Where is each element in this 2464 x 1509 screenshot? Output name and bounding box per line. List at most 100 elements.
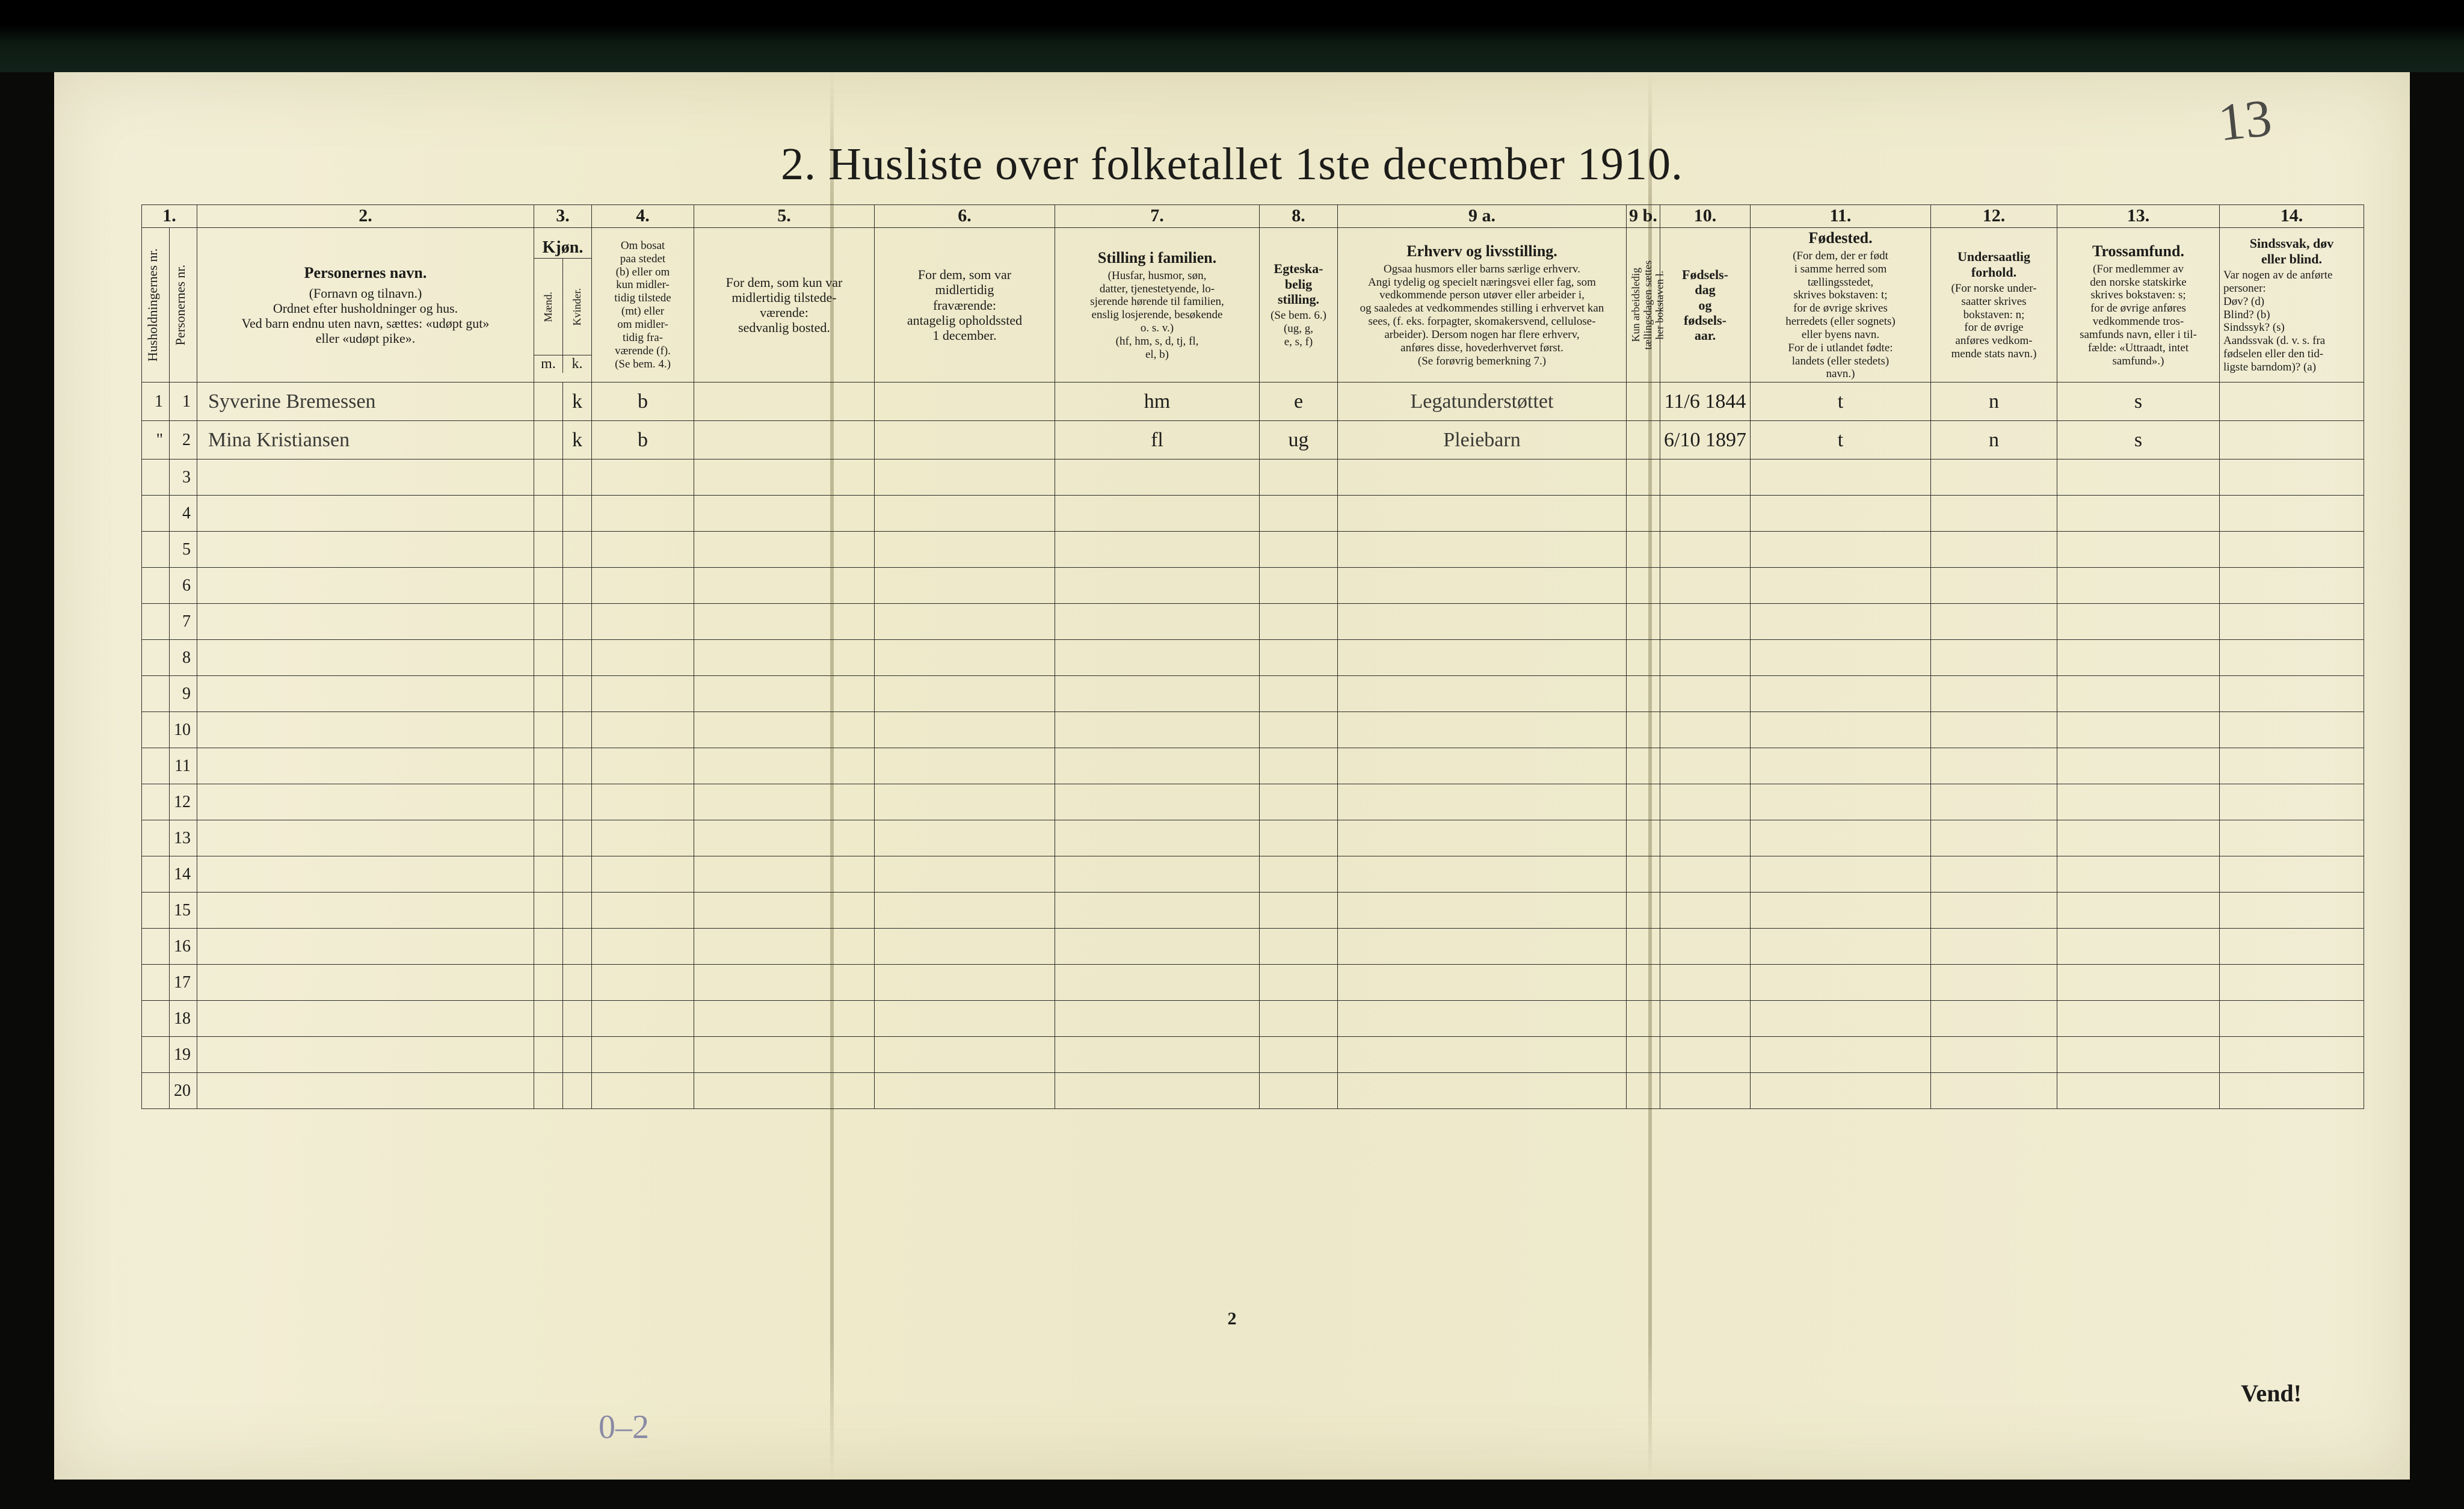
cell-empty [534, 496, 563, 532]
col7-title: Stilling i familien. [1059, 249, 1255, 267]
col3-title: Kjøn. [534, 237, 591, 259]
cell-empty [1751, 748, 1931, 784]
cell-empty [1338, 532, 1627, 568]
col-head-10: Fødsels- dag og fødsels- aar. [1660, 228, 1751, 383]
col-head-1a: Husholdningernes nr. [142, 228, 170, 383]
cell-empty [1751, 856, 1931, 893]
cell-empty [563, 712, 592, 748]
cell-empty [534, 1037, 563, 1073]
cell-empty [1627, 676, 1660, 712]
cell-empty [1660, 496, 1751, 532]
cell-empty [1660, 856, 1751, 893]
cell-empty [1931, 712, 2057, 748]
cell-empty [1055, 1001, 1260, 1037]
cell-pn: 10 [170, 712, 197, 748]
cell-hh [142, 532, 170, 568]
cell-empty [694, 1001, 875, 1037]
cell-empty [1338, 784, 1627, 820]
cell-empty [1627, 748, 1660, 784]
cell-pn: 11 [170, 748, 197, 784]
col-head-9a: Erhverv og livsstilling. Ogsaa husmors e… [1338, 228, 1627, 383]
cell-hh [142, 820, 170, 856]
film-top-strip [0, 0, 2464, 72]
cell-empty [1260, 965, 1338, 1001]
cell-empty [1931, 748, 2057, 784]
cell-empty [1660, 459, 1751, 496]
cell-empty [1751, 784, 1931, 820]
col9a-sub: Ogsaa husmors eller barns særlige erhver… [1341, 263, 1622, 368]
table-row-empty: 14 [142, 856, 2364, 893]
cell-empty [1338, 820, 1627, 856]
cell-empty [1660, 929, 1751, 965]
cell-empty [534, 893, 563, 929]
cell-empty [1751, 1073, 1931, 1109]
cell-empty [1751, 712, 1931, 748]
cell-empty [1660, 532, 1751, 568]
cell-empty [1660, 604, 1751, 640]
col-num-11: 11. [1751, 205, 1931, 228]
cell-empty [1751, 568, 1931, 604]
col-num-4: 4. [592, 205, 694, 228]
cell-empty [534, 640, 563, 676]
cell-pn: 14 [170, 856, 197, 893]
cell-empty [2220, 893, 2364, 929]
cell-empty [1627, 820, 1660, 856]
cell-c7: hm [1055, 383, 1260, 421]
col-num-10: 10. [1660, 205, 1751, 228]
cell-kj-m [534, 383, 563, 421]
cell-empty [694, 820, 875, 856]
cell-empty [1055, 568, 1260, 604]
pencil-annotation: 0–2 [599, 1408, 649, 1446]
cell-empty [1660, 784, 1751, 820]
cell-empty [1055, 676, 1260, 712]
cell-pn: 2 [170, 421, 197, 459]
table-row-empty: 8 [142, 640, 2364, 676]
cell-pn: 1 [170, 383, 197, 421]
cell-empty [197, 532, 534, 568]
cell-empty [2057, 496, 2220, 532]
cell-empty [2057, 532, 2220, 568]
cell-empty [1931, 496, 2057, 532]
cell-empty [875, 820, 1055, 856]
cell-empty [1338, 676, 1627, 712]
cell-empty [2057, 712, 2220, 748]
cell-empty [2220, 784, 2364, 820]
cell-pn: 3 [170, 459, 197, 496]
cell-empty [1260, 1037, 1338, 1073]
cell-empty [1931, 640, 2057, 676]
cell-c12: n [1931, 383, 2057, 421]
cell-empty [875, 784, 1055, 820]
cell-empty [1260, 820, 1338, 856]
cell-empty [534, 784, 563, 820]
col-num-7: 7. [1055, 205, 1260, 228]
cell-empty [694, 532, 875, 568]
cell-empty [197, 748, 534, 784]
cell-empty [592, 748, 694, 784]
cell-empty [563, 856, 592, 893]
cell-empty [1055, 965, 1260, 1001]
cell-empty [592, 532, 694, 568]
cell-empty [2057, 748, 2220, 784]
cell-empty [534, 1001, 563, 1037]
cell-hh [142, 856, 170, 893]
cell-empty [534, 676, 563, 712]
cell-empty [592, 893, 694, 929]
census-table-body: 11Syverine BremessenkbhmeLegatunderstøtt… [142, 383, 2364, 1109]
cell-empty [534, 604, 563, 640]
col12-sub: (For norske under- saatter skrives bokst… [1935, 282, 2053, 361]
cell-empty [2220, 604, 2364, 640]
cell-empty [1931, 532, 2057, 568]
table-row-empty: 13 [142, 820, 2364, 856]
cell-empty [2057, 568, 2220, 604]
cell-empty [694, 640, 875, 676]
census-page: 13 2. Husliste over folketallet 1ste dec… [54, 72, 2410, 1480]
cell-c6 [875, 383, 1055, 421]
cell-pn: 6 [170, 568, 197, 604]
cell-empty [592, 820, 694, 856]
cell-empty [875, 459, 1055, 496]
cell-c13: s [2057, 383, 2220, 421]
cell-c5 [694, 421, 875, 459]
cell-empty [1660, 965, 1751, 1001]
cell-empty [1260, 856, 1338, 893]
cell-empty [197, 604, 534, 640]
